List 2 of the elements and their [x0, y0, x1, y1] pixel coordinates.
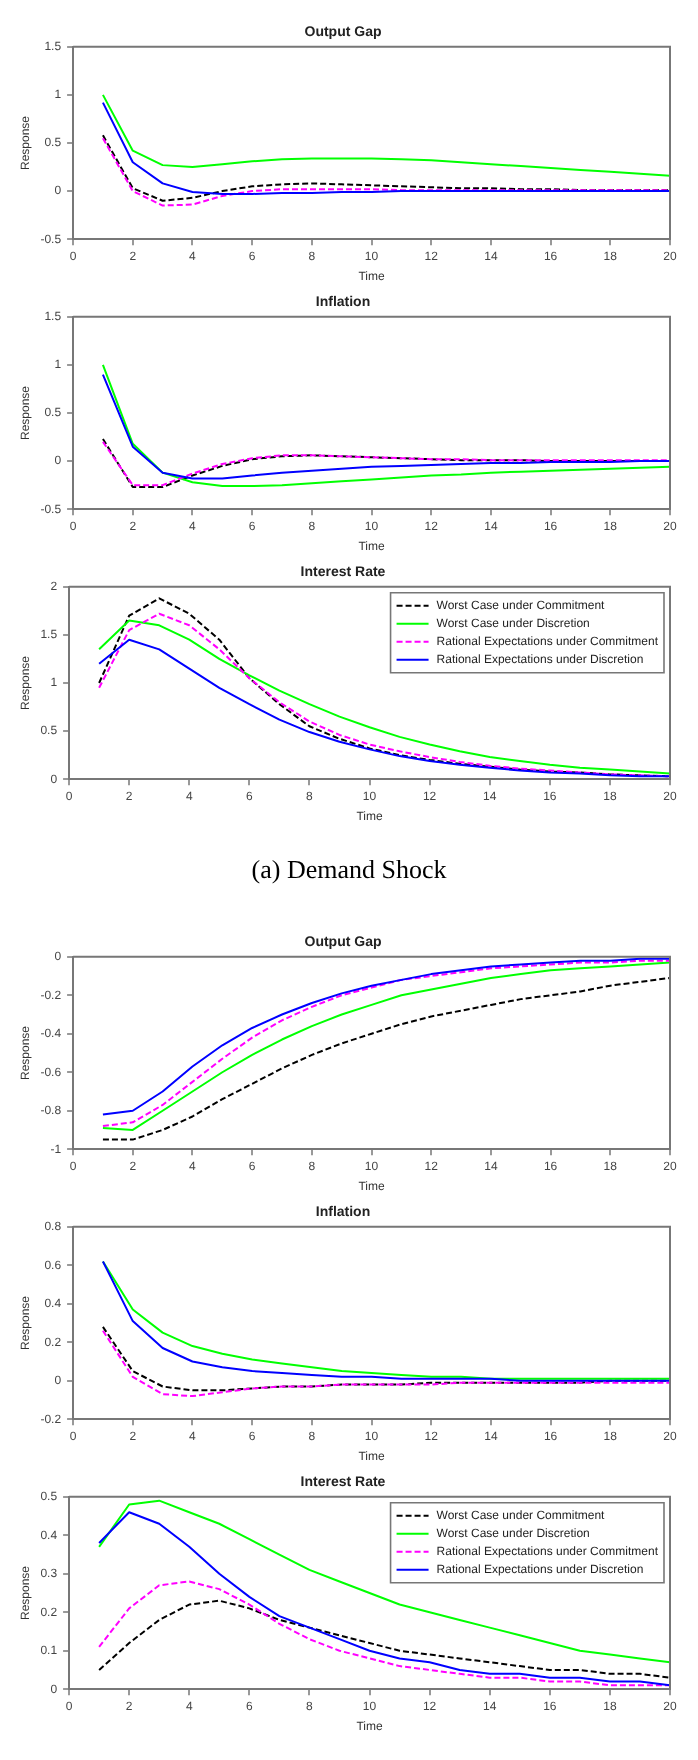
text: (a) Demand Shock [249, 852, 449, 888]
line-series [98, 1599, 670, 1679]
